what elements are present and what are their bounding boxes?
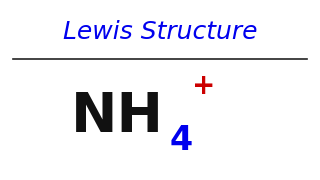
- Text: +: +: [192, 72, 215, 100]
- Text: Lewis Structure: Lewis Structure: [63, 20, 257, 44]
- Text: NH: NH: [70, 90, 164, 144]
- Text: 4: 4: [170, 124, 193, 157]
